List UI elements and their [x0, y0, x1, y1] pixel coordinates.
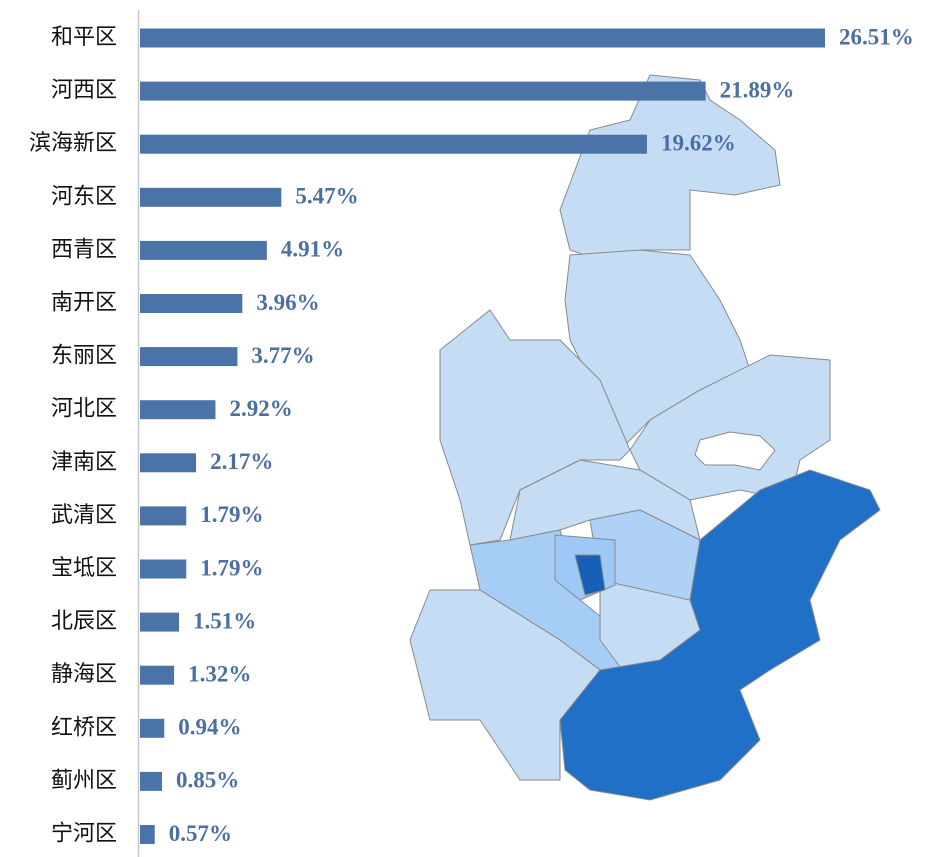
category-label: 河西区: [51, 78, 117, 103]
category-label: 东丽区: [51, 344, 117, 369]
bar: [140, 347, 238, 367]
bar: [140, 240, 267, 260]
bar: [140, 28, 825, 48]
value-label: 0.57%: [169, 821, 232, 846]
category-label: 南开区: [51, 291, 117, 316]
value-label: 1.79%: [200, 555, 263, 580]
value-label: 0.94%: [178, 715, 241, 740]
bar: [140, 506, 187, 526]
category-label: 西青区: [51, 237, 117, 262]
category-label: 武清区: [51, 503, 117, 528]
category-label: 蓟州区: [51, 768, 117, 793]
map: [409, 74, 881, 801]
value-label: 2.92%: [229, 396, 292, 421]
bar: [140, 187, 282, 207]
value-label: 3.96%: [256, 290, 319, 315]
category-label: 滨海新区: [29, 131, 117, 156]
bar: [140, 612, 180, 632]
map-region: [409, 589, 601, 781]
bar: [140, 718, 165, 738]
category-label: 北辰区: [51, 609, 117, 634]
bar: [140, 559, 187, 579]
map-hole: [694, 431, 776, 471]
bar: [140, 453, 197, 473]
category-label: 津南区: [51, 450, 117, 475]
value-label: 21.89%: [720, 77, 795, 102]
bar: [140, 294, 243, 313]
category-label: 宁河区: [51, 822, 117, 847]
bar: [140, 825, 155, 844]
category-label: 宝坻区: [51, 556, 117, 581]
bar: [140, 400, 216, 420]
bar: [140, 771, 162, 791]
category-label: 红桥区: [51, 715, 117, 740]
bar: [140, 665, 175, 685]
value-label: 26.51%: [839, 24, 914, 49]
bar: [140, 81, 706, 101]
value-label: 5.47%: [295, 184, 358, 209]
value-label: 1.32%: [188, 661, 251, 686]
value-label: 19.62%: [661, 130, 736, 155]
value-label: 4.91%: [281, 237, 344, 262]
value-label: 2.17%: [210, 449, 273, 474]
map-region: [559, 74, 781, 261]
map-region: [559, 469, 881, 801]
value-label: 1.51%: [193, 608, 256, 633]
category-label: 和平区: [51, 25, 117, 50]
value-label: 3.77%: [251, 343, 314, 368]
value-label: 0.85%: [176, 768, 239, 793]
value-label: 1.79%: [200, 502, 263, 527]
bar: [140, 134, 647, 154]
category-label: 河北区: [51, 397, 117, 422]
category-label: 静海区: [51, 662, 117, 687]
map-region: [439, 309, 631, 546]
category-label: 河东区: [51, 184, 117, 209]
map-region: [574, 554, 606, 596]
